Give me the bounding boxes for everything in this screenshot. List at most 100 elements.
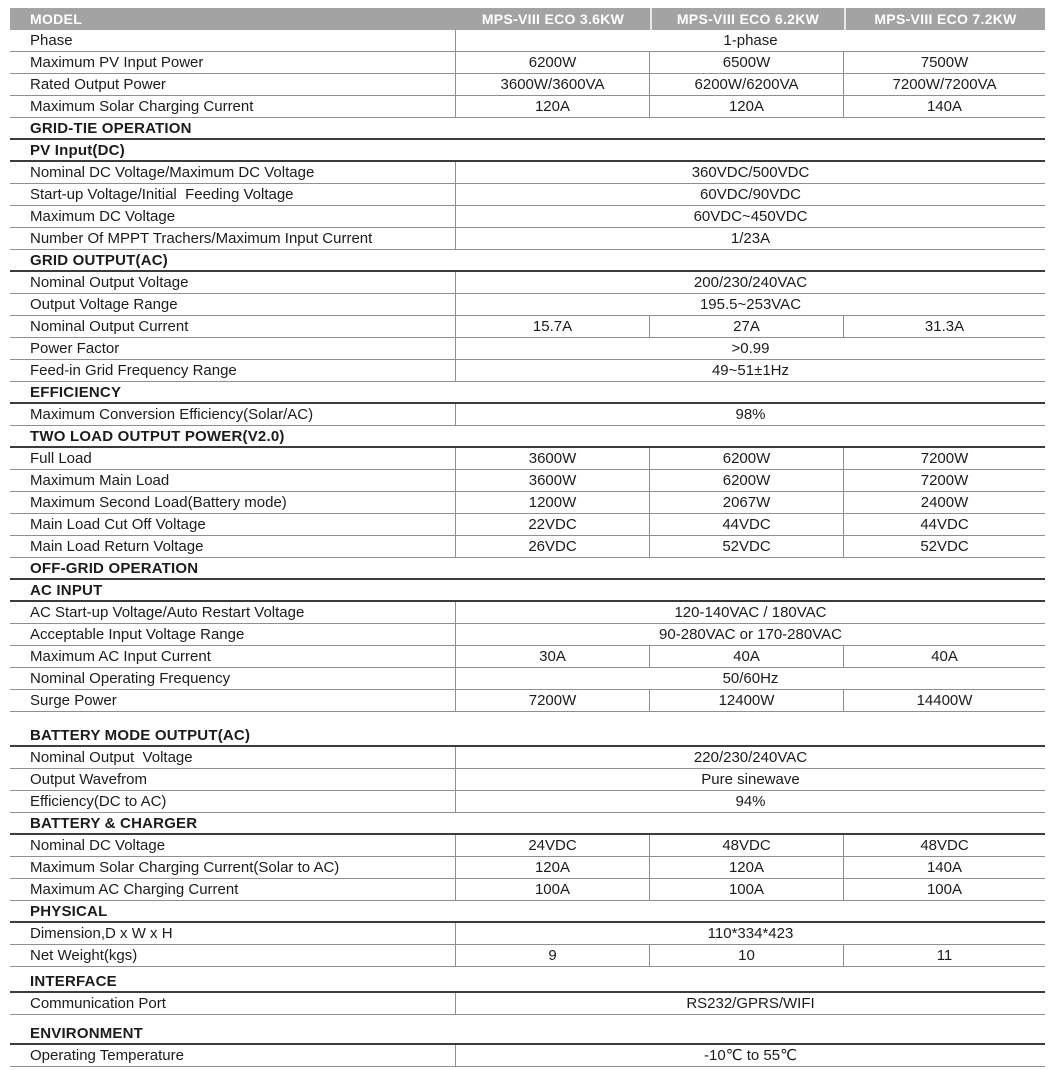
spec-value: 15.7A bbox=[532, 318, 573, 335]
spec-value: 6200W bbox=[528, 54, 577, 71]
section-row: GRID OUTPUT(AC) bbox=[10, 250, 1045, 272]
spec-value: 6200W/6200VA bbox=[694, 76, 799, 93]
spec-label: Main Load Return Voltage bbox=[30, 538, 204, 555]
model-column-header-1: MPS-VIII ECO 3.6KW bbox=[456, 8, 650, 30]
spec-value: 120-140VAC / 180VAC bbox=[674, 604, 827, 621]
spec-label-cell: Number Of MPPT Trachers/Maximum Input Cu… bbox=[10, 228, 456, 249]
spec-value: RS232/GPRS/WIFI bbox=[686, 995, 815, 1012]
spec-value-cell: 2067W bbox=[650, 492, 844, 513]
spec-label-cell: Operating Temperature bbox=[10, 1045, 456, 1066]
spec-value-cell: 140A bbox=[844, 857, 1045, 878]
spec-label-cell: Maximum Solar Charging Current bbox=[10, 96, 456, 117]
spec-row: Maximum DC Voltage 60VDC~450VDC bbox=[10, 206, 1045, 228]
spec-value-cell: 140A bbox=[844, 96, 1045, 117]
spec-label: Full Load bbox=[30, 450, 92, 467]
spec-value: 3600W/3600VA bbox=[500, 76, 605, 93]
spec-value-cell: 3600W bbox=[456, 448, 650, 469]
spec-value-cell: 1-phase bbox=[456, 30, 1045, 51]
spec-value: 2067W bbox=[722, 494, 771, 511]
spec-value: 140A bbox=[926, 98, 963, 115]
spec-value: 9 bbox=[548, 947, 557, 964]
spec-value: 40A bbox=[931, 648, 958, 665]
spec-value: 200/230/240VAC bbox=[693, 274, 808, 291]
spec-label-cell: Start-up Voltage/Initial Feeding Voltage bbox=[10, 184, 456, 205]
spec-row: Maximum Solar Charging Current 120A 120A 14… bbox=[10, 96, 1045, 118]
spec-row: Output Voltage Range 195.5~253VAC bbox=[10, 294, 1045, 316]
section-title: AC INPUT bbox=[30, 581, 103, 599]
spec-label-cell: Power Factor bbox=[10, 338, 456, 359]
spec-label: Efficiency(DC to AC) bbox=[30, 793, 167, 810]
spec-row: Maximum AC Input Current 30A 40A 40A bbox=[10, 646, 1045, 668]
spec-value: 7200W bbox=[528, 692, 577, 709]
spec-value: 12400W bbox=[718, 692, 775, 709]
spec-label: Nominal DC Voltage bbox=[30, 837, 166, 854]
spec-label-cell: Maximum AC Input Current bbox=[10, 646, 456, 667]
model-name: MPS-VIII ECO 3.6KW bbox=[481, 11, 625, 27]
spec-value-cell: 60VDC~450VDC bbox=[456, 206, 1045, 227]
spec-label: Maximum Conversion Efficiency(Solar/AC) bbox=[30, 406, 314, 423]
spec-value: 2400W bbox=[920, 494, 969, 511]
spec-value: 100A bbox=[534, 881, 571, 898]
spec-value: 7200W bbox=[920, 450, 969, 467]
spec-value: 60VDC/90VDC bbox=[700, 186, 801, 203]
spec-value-cell: 40A bbox=[650, 646, 844, 667]
spec-label-cell: Maximum Conversion Efficiency(Solar/AC) bbox=[10, 404, 456, 425]
spec-value-cell: 120A bbox=[456, 857, 650, 878]
spec-label-cell: Acceptable Input Voltage Range bbox=[10, 624, 456, 645]
spec-row: Maximum Conversion Efficiency(Solar/AC) 9… bbox=[10, 404, 1045, 426]
spec-label: Maximum Second Load(Battery mode) bbox=[30, 494, 287, 511]
section-row: PV Input(DC) bbox=[10, 140, 1045, 162]
spec-value: 1-phase bbox=[723, 32, 778, 49]
spec-row: Power Factor >0.99 bbox=[10, 338, 1045, 360]
spec-value-cell: -10℃ to 55℃ bbox=[456, 1045, 1045, 1066]
section-row: TWO LOAD OUTPUT POWER(V2.0) bbox=[10, 426, 1045, 448]
spec-value: 22VDC bbox=[528, 516, 577, 533]
spec-label: Main Load Cut Off Voltage bbox=[30, 516, 206, 533]
spec-label: Output Wavefrom bbox=[30, 771, 147, 788]
spec-value: 7500W bbox=[920, 54, 969, 71]
spec-value-cell: 2400W bbox=[844, 492, 1045, 513]
spec-value-cell: 7200W bbox=[456, 690, 650, 711]
spec-label: Nominal DC Voltage/Maximum DC Voltage bbox=[30, 164, 315, 181]
spec-label: Number Of MPPT Trachers/Maximum Input Cu… bbox=[30, 230, 373, 247]
spec-row: AC Start-up Voltage/Auto Restart Voltage… bbox=[10, 602, 1045, 624]
spec-label-cell: Maximum PV Input Power bbox=[10, 52, 456, 73]
spec-value: 48VDC bbox=[722, 837, 771, 854]
spec-label-cell: Surge Power bbox=[10, 690, 456, 711]
spec-label-cell: Nominal Output Current bbox=[10, 316, 456, 337]
spec-label-cell: AC Start-up Voltage/Auto Restart Voltage bbox=[10, 602, 456, 623]
spec-label: Surge Power bbox=[30, 692, 117, 709]
spec-label: Rated Output Power bbox=[30, 76, 166, 93]
spec-value: 6200W bbox=[722, 450, 771, 467]
spec-value-cell: >0.99 bbox=[456, 338, 1045, 359]
spec-value-cell: 60VDC/90VDC bbox=[456, 184, 1045, 205]
section-title: EFFICIENCY bbox=[30, 383, 122, 401]
section-title: GRID OUTPUT(AC) bbox=[30, 251, 168, 269]
spec-value: 140A bbox=[926, 859, 963, 876]
spec-label: Net Weight(kgs) bbox=[30, 947, 138, 964]
spec-value: 7200W/7200VA bbox=[892, 76, 997, 93]
spec-value-cell: 40A bbox=[844, 646, 1045, 667]
spec-value-cell: 52VDC bbox=[650, 536, 844, 557]
spec-row: Output Wavefrom Pure sinewave bbox=[10, 769, 1045, 791]
spec-value-cell: 7200W/7200VA bbox=[844, 74, 1045, 95]
spec-label-cell: Rated Output Power bbox=[10, 74, 456, 95]
spec-label-cell: Nominal DC Voltage bbox=[10, 835, 456, 856]
spec-value: 94% bbox=[735, 793, 766, 810]
spec-label: Dimension,D x W x H bbox=[30, 925, 173, 942]
spec-label-cell: Feed-in Grid Frequency Range bbox=[10, 360, 456, 381]
spec-value-cell: 360VDC/500VDC bbox=[456, 162, 1045, 183]
spec-row: Main Load Cut Off Voltage 22VDC 44VDC 44VDC bbox=[10, 514, 1045, 536]
spec-value: 10 bbox=[738, 947, 755, 964]
spec-value-cell: Pure sinewave bbox=[456, 769, 1045, 790]
spec-row: Maximum Second Load(Battery mode) 1200W 20… bbox=[10, 492, 1045, 514]
spec-value-cell: 6200W/6200VA bbox=[650, 74, 844, 95]
spec-row: Maximum Main Load 3600W 6200W 7200W bbox=[10, 470, 1045, 492]
spec-value: 40A bbox=[733, 648, 760, 665]
spec-value: 26VDC bbox=[528, 538, 577, 555]
spec-label: Maximum Solar Charging Current(Solar to … bbox=[30, 859, 340, 876]
section-title: ENVIRONMENT bbox=[30, 1024, 144, 1042]
section-title: PV Input(DC) bbox=[30, 141, 125, 159]
spec-value: 6200W bbox=[722, 472, 771, 489]
spec-label-cell: Maximum Second Load(Battery mode) bbox=[10, 492, 456, 513]
